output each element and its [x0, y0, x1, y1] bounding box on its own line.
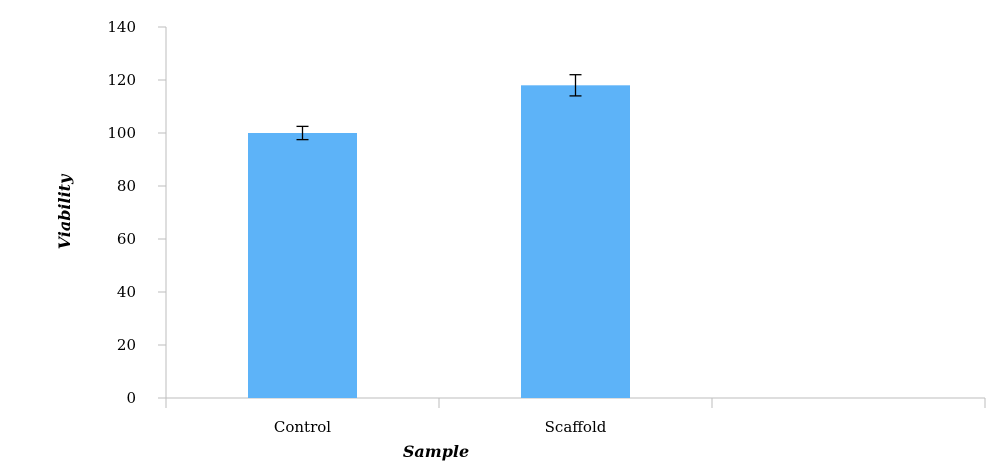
y-tick-label: 100	[107, 124, 136, 142]
y-tick-label: 120	[107, 71, 136, 89]
y-tick-label: 20	[117, 336, 136, 354]
y-tick-label: 60	[117, 230, 136, 248]
x-tick-label: Scaffold	[545, 418, 607, 436]
x-axis-title: Sample	[403, 442, 469, 461]
bars	[248, 85, 630, 399]
y-tick-label: 80	[117, 177, 136, 195]
y-axis-title: Viability	[55, 173, 74, 249]
x-axis: Control Scaffold	[165, 397, 986, 436]
y-tick-label: 40	[117, 283, 136, 301]
x-tick-label: Control	[274, 418, 331, 436]
y-tick-label: 0	[126, 389, 136, 407]
y-axis: 0 20 40 60 80 100 120 140	[107, 18, 167, 407]
bar-scaffold	[521, 85, 630, 399]
y-tick-label: 140	[107, 18, 136, 36]
error-bars	[296, 74, 582, 141]
bar-control	[248, 133, 357, 398]
